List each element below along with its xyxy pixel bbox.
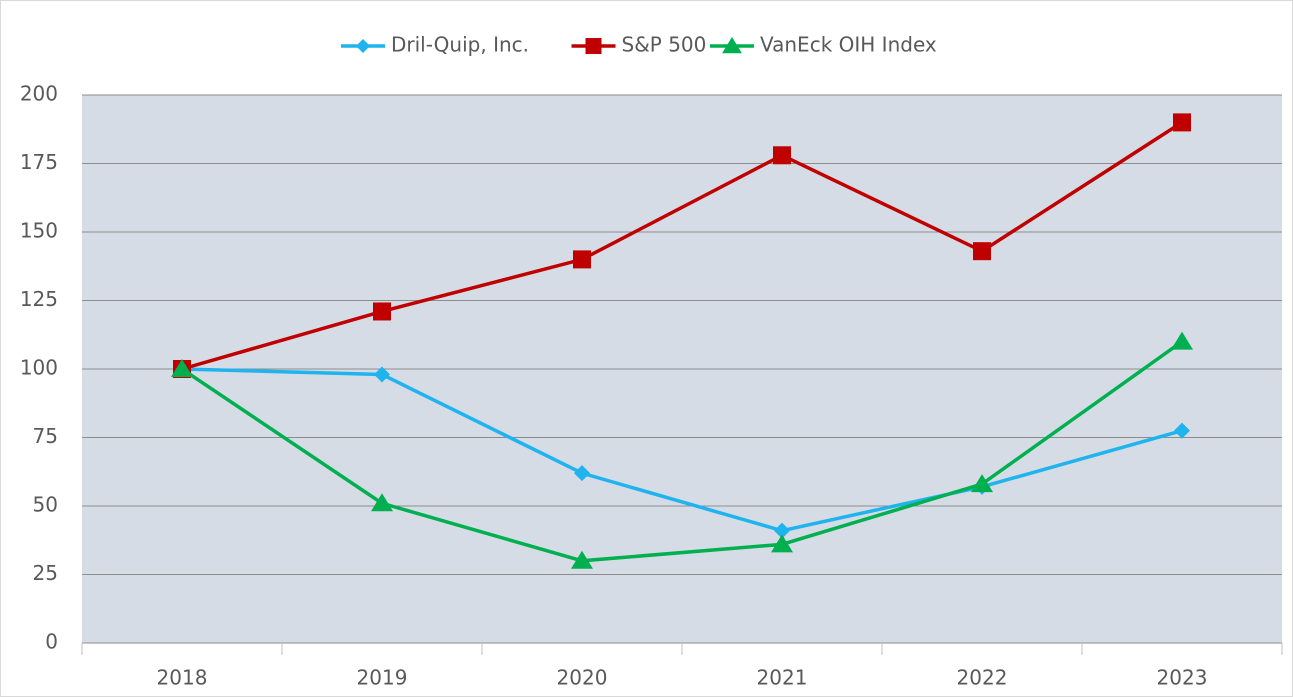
legend-label: VanEck OIH Index <box>760 33 937 57</box>
legend-label: Dril-Quip, Inc. <box>391 33 529 57</box>
legend-marker <box>722 37 742 54</box>
marker <box>573 250 591 269</box>
x-tick-label: 2021 <box>757 666 808 690</box>
x-tick-label: 2019 <box>357 666 408 690</box>
marker <box>171 359 193 377</box>
series-line <box>181 120 1183 371</box>
marker <box>373 302 391 321</box>
y-tick-label: 175 <box>20 150 58 174</box>
marker <box>371 493 393 512</box>
legend-marker <box>585 38 602 54</box>
marker <box>571 550 593 569</box>
x-tick-label: 2023 <box>1157 666 1208 690</box>
marker <box>1174 422 1190 439</box>
marker <box>574 465 590 482</box>
y-tick-label: 25 <box>33 561 58 585</box>
marker <box>771 534 793 553</box>
marker <box>374 366 390 383</box>
legend-label: S&P 500 <box>622 33 707 57</box>
y-tick-label: 125 <box>20 287 58 311</box>
y-tick-label: 100 <box>20 356 58 380</box>
y-tick-label: 50 <box>33 493 58 517</box>
marker <box>973 242 991 261</box>
y-tick-label: 200 <box>20 82 58 106</box>
marker <box>1173 113 1191 132</box>
y-tick-label: 75 <box>33 424 58 448</box>
x-tick-label: 2022 <box>957 666 1008 690</box>
series-line <box>181 367 1183 533</box>
marker <box>1171 331 1193 350</box>
y-tick-label: 150 <box>20 219 58 243</box>
x-tick-label: 2020 <box>557 666 608 690</box>
marker <box>773 146 791 165</box>
marker <box>774 522 790 539</box>
x-tick-label: 2018 <box>157 666 208 690</box>
y-tick-label: 0 <box>45 630 58 654</box>
series-line <box>181 340 1184 563</box>
legend-marker <box>356 39 370 53</box>
marker <box>971 474 993 493</box>
